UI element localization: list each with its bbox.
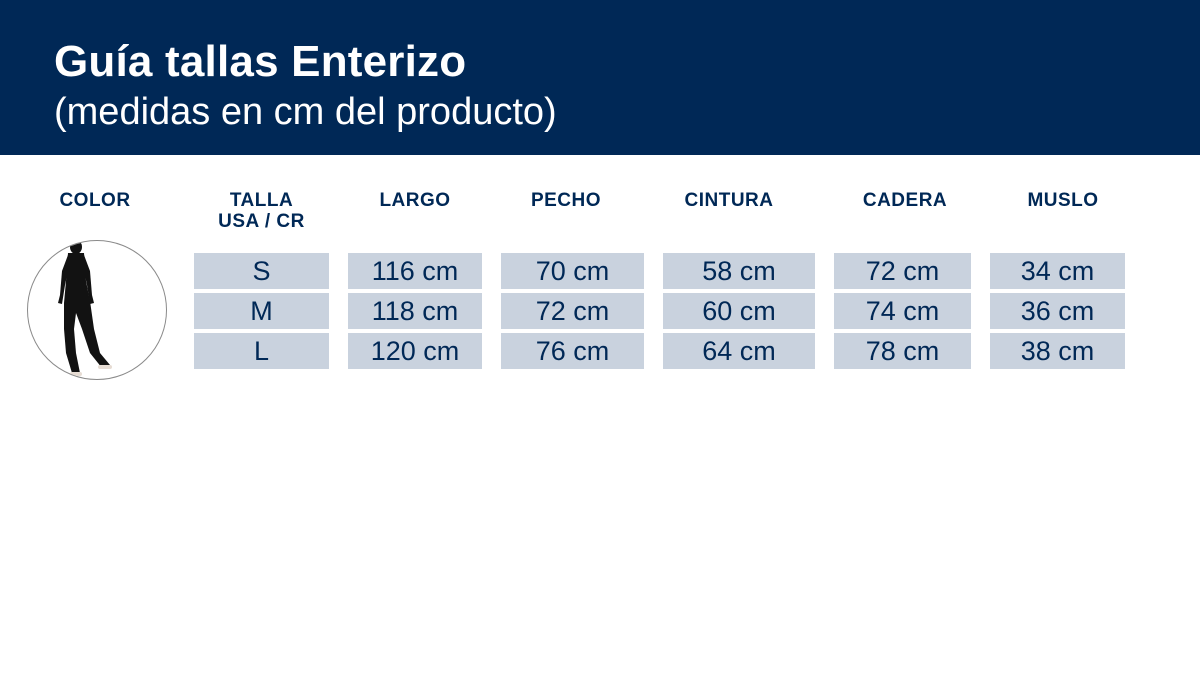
cell-cintura: 64 cm: [663, 333, 815, 369]
cell-largo: 120 cm: [348, 333, 482, 369]
cell-largo: 118 cm: [348, 293, 482, 329]
header-largo: LARGO: [379, 190, 451, 211]
page-subtitle: (medidas en cm del producto): [54, 91, 557, 133]
cell-largo: 116 cm: [348, 253, 482, 289]
header-color: COLOR: [59, 190, 131, 211]
cell-cadera: 72 cm: [834, 253, 971, 289]
cell-talla: L: [194, 333, 329, 369]
cell-pecho: 76 cm: [501, 333, 644, 369]
cell-talla: M: [194, 293, 329, 329]
header-muslo: MUSLO: [1027, 190, 1099, 211]
cell-cadera: 78 cm: [834, 333, 971, 369]
jumpsuit-photo-icon: [27, 240, 167, 380]
header-cintura: CINTURA: [684, 190, 774, 211]
cell-muslo: 36 cm: [990, 293, 1125, 329]
cell-pecho: 70 cm: [501, 253, 644, 289]
cell-cadera: 74 cm: [834, 293, 971, 329]
cell-muslo: 34 cm: [990, 253, 1125, 289]
cell-cintura: 60 cm: [663, 293, 815, 329]
header-talla: TALLA USA / CR: [218, 190, 305, 232]
header-pecho: PECHO: [530, 190, 602, 211]
header-banner: Guía tallas Enterizo (medidas en cm del …: [0, 0, 1200, 155]
page-title: Guía tallas Enterizo: [54, 37, 467, 86]
cell-cintura: 58 cm: [663, 253, 815, 289]
cell-muslo: 38 cm: [990, 333, 1125, 369]
cell-pecho: 72 cm: [501, 293, 644, 329]
cell-talla: S: [194, 253, 329, 289]
header-cadera: CADERA: [862, 190, 948, 211]
